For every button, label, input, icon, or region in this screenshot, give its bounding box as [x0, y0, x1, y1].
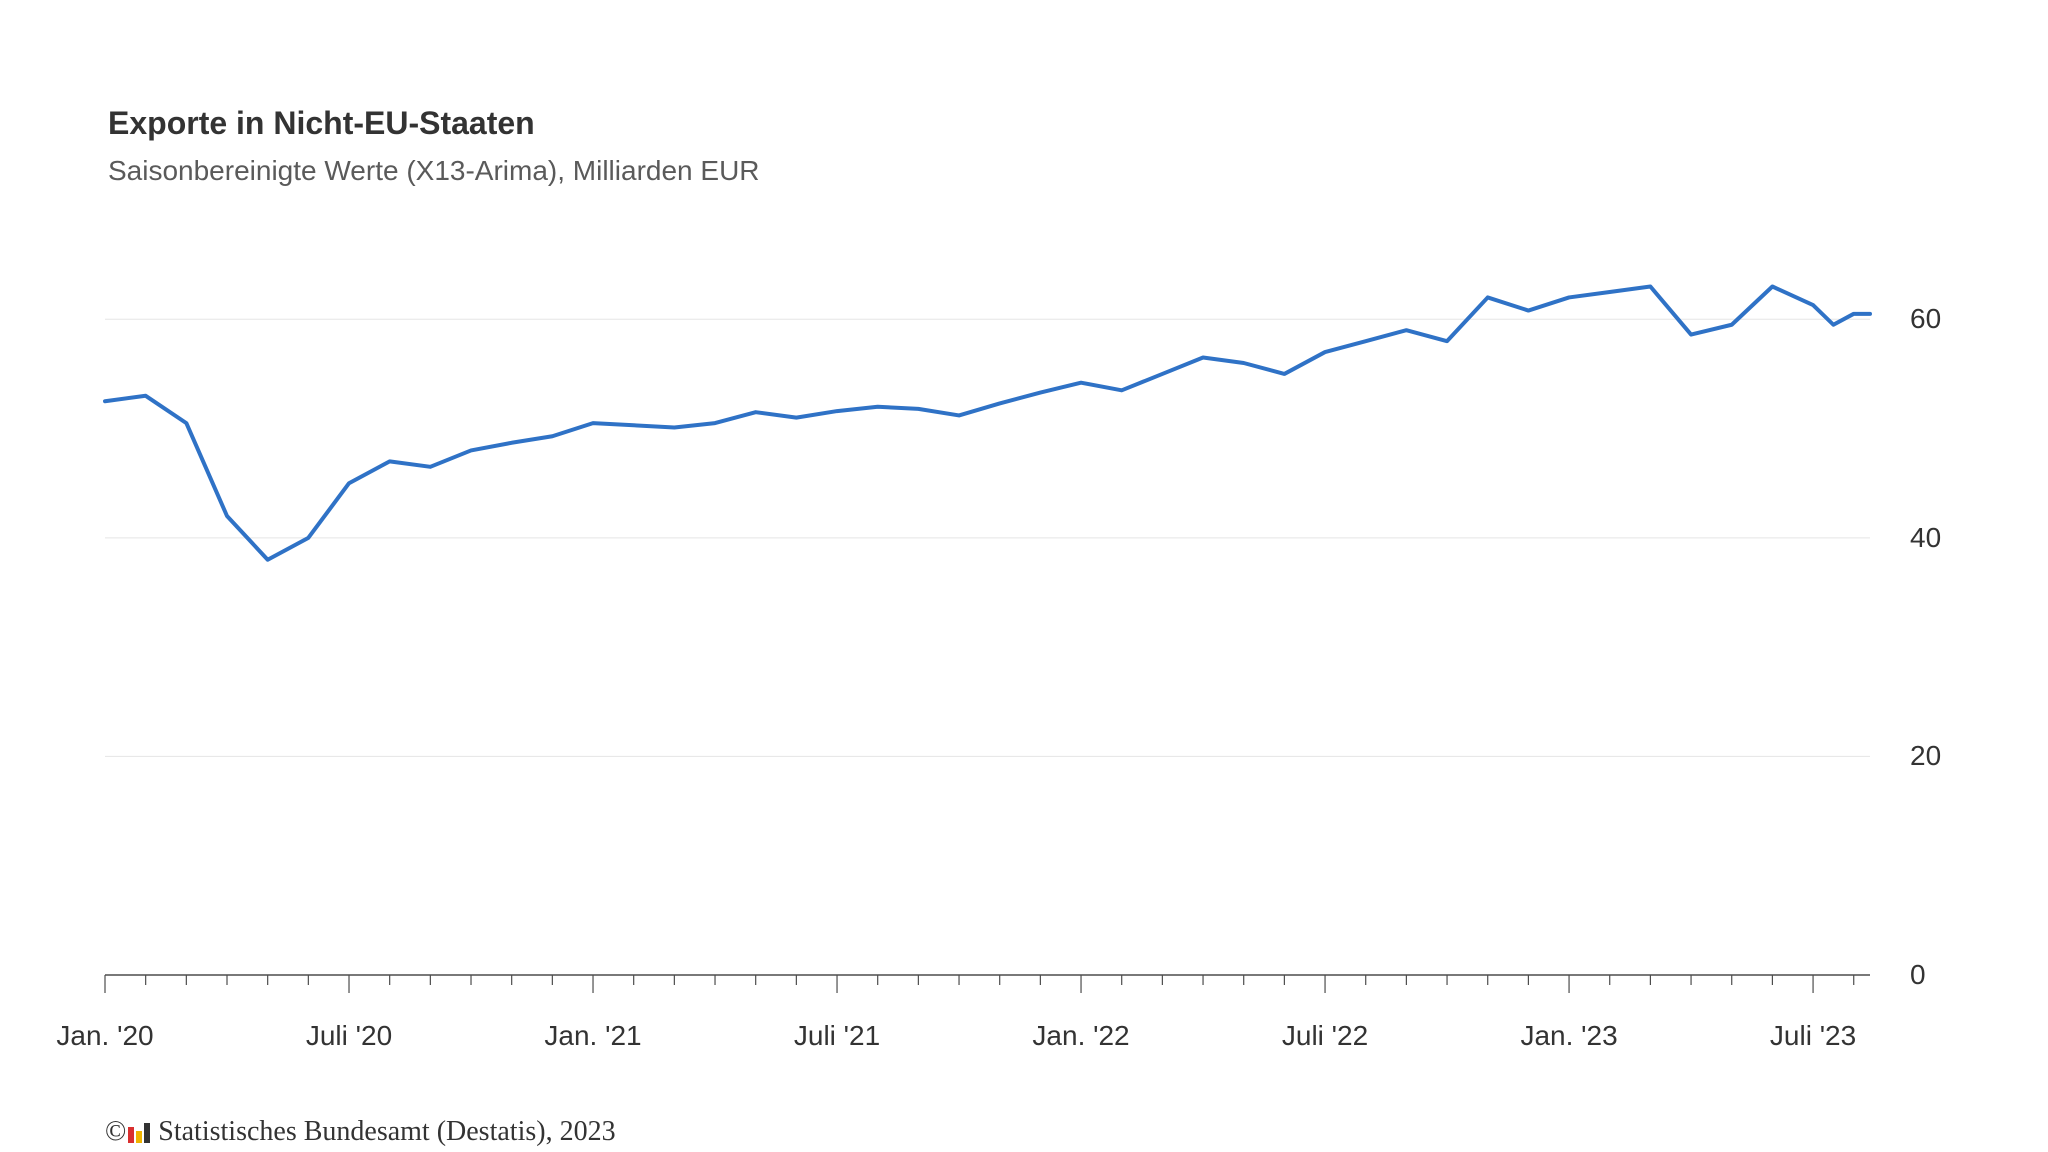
x-tick-label: Jan. '20 [56, 1020, 153, 1052]
y-tick-label: 0 [1910, 959, 1926, 991]
destatis-logo-icon [128, 1121, 152, 1143]
y-tick-label: 40 [1910, 522, 1941, 554]
y-tick-label: 20 [1910, 740, 1941, 772]
x-tick-label: Juli '20 [306, 1020, 392, 1052]
attribution: © Statistisches Bundesamt (Destatis), 20… [105, 1116, 616, 1148]
x-tick-label: Juli '23 [1770, 1020, 1856, 1052]
y-tick-label: 60 [1910, 303, 1941, 335]
x-tick-label: Jan. '21 [544, 1020, 641, 1052]
copyright-symbol: © [105, 1116, 126, 1148]
x-tick-label: Juli '22 [1282, 1020, 1368, 1052]
chart-svg [0, 0, 2048, 1152]
chart-container: { "chart": { "type": "line", "title": "E… [0, 0, 2048, 1152]
x-tick-label: Jan. '23 [1520, 1020, 1617, 1052]
x-tick-label: Juli '21 [794, 1020, 880, 1052]
x-tick-label: Jan. '22 [1032, 1020, 1129, 1052]
attribution-text: Statistisches Bundesamt (Destatis), 2023 [158, 1116, 615, 1148]
